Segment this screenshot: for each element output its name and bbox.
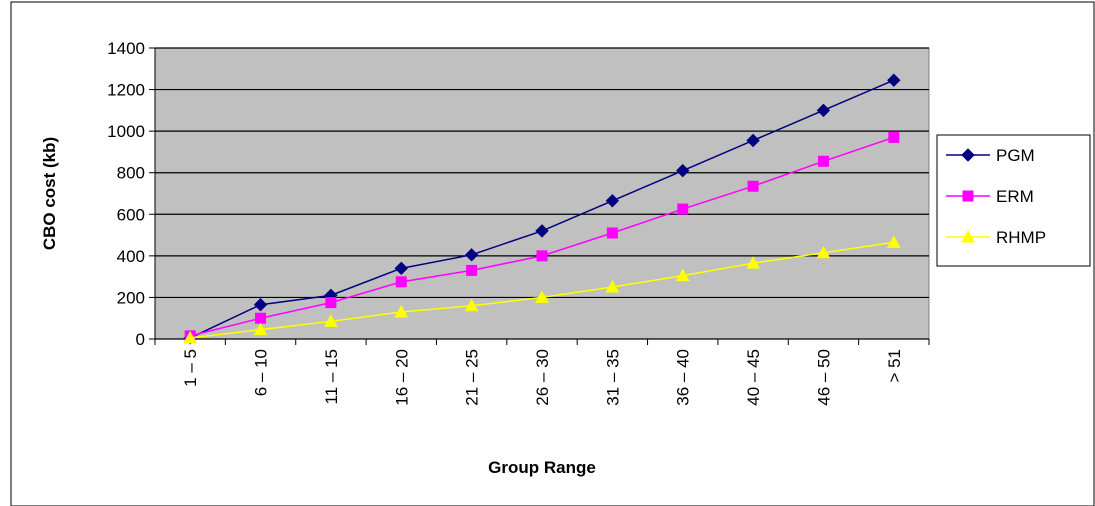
data-point-erm — [255, 312, 267, 324]
data-point-erm — [606, 227, 618, 239]
data-point-rhmp — [816, 245, 831, 259]
series-layer — [183, 73, 901, 345]
data-point-pgm — [535, 224, 549, 238]
x-axis-title: Group Range — [488, 458, 596, 477]
data-point-erm — [817, 155, 829, 167]
data-point-rhmp — [253, 322, 268, 336]
y-tick-label: 1000 — [107, 122, 145, 141]
x-tick-label: 11 – 15 — [322, 349, 341, 404]
x-tick-label: 40 – 45 — [744, 349, 763, 406]
data-point-rhmp — [183, 330, 198, 344]
data-point-erm — [325, 297, 337, 309]
data-point-pgm — [676, 163, 690, 178]
data-point-erm — [536, 250, 548, 262]
data-point-erm — [677, 203, 689, 215]
legend-label: PGM — [996, 146, 1035, 165]
data-point-rhmp — [605, 279, 620, 293]
legend-marker — [962, 190, 974, 202]
y-axis-title: CBO cost (kb) — [40, 137, 59, 250]
data-point-pgm — [464, 248, 479, 262]
y-tick-label: 400 — [117, 247, 145, 266]
data-point-rhmp — [464, 298, 479, 312]
data-point-rhmp — [746, 256, 760, 269]
data-point-erm — [888, 131, 900, 143]
x-tick-label: 21 – 25 — [463, 349, 482, 406]
legend-marker — [961, 148, 975, 162]
y-tick-label: 0 — [136, 330, 145, 349]
data-point-erm — [466, 264, 478, 276]
x-tick-label: 36 – 40 — [674, 349, 693, 406]
y-tick-label: 200 — [117, 288, 145, 307]
x-tick-label: > 51 — [885, 349, 904, 383]
data-point-rhmp — [886, 235, 901, 248]
series-rhmp — [183, 235, 901, 344]
legend-item-erm: ERM — [946, 187, 1034, 206]
axes: 0 200 400 600 800 1000 1200 1400 1 – 5 6 – 10 11 –… — [107, 39, 930, 406]
data-point-pgm — [887, 73, 901, 87]
x-tick-label: 31 – 35 — [603, 349, 622, 406]
data-point-rhmp — [535, 290, 549, 303]
legend-marker — [961, 229, 975, 243]
data-point-pgm — [253, 297, 268, 312]
legend-item-pgm: PGM — [946, 146, 1035, 165]
data-point-rhmp — [324, 314, 338, 327]
legend-label: RHMP — [996, 228, 1046, 247]
y-tick-label: 1200 — [107, 81, 145, 100]
x-tick-label: 46 – 50 — [814, 349, 833, 406]
data-point-rhmp — [675, 268, 690, 282]
data-point-pgm — [605, 194, 620, 208]
x-tick-label: 1 – 5 — [181, 349, 200, 387]
data-point-erm — [395, 276, 407, 288]
data-point-rhmp — [394, 304, 409, 318]
legend-label: ERM — [996, 187, 1034, 206]
x-tick-label: 26 – 30 — [533, 349, 552, 406]
series-erm — [184, 131, 900, 342]
data-point-pgm — [394, 261, 408, 276]
legend-item-rhmp: RHMP — [946, 228, 1046, 247]
data-point-pgm — [746, 133, 760, 148]
y-tick-label: 600 — [117, 205, 145, 224]
y-tick-label: 1400 — [107, 39, 145, 58]
data-point-pgm — [816, 103, 831, 118]
y-tick-label: 800 — [117, 164, 145, 183]
data-point-erm — [747, 180, 759, 192]
x-tick-label: 6 – 10 — [252, 349, 271, 396]
x-tick-label: 16 – 20 — [392, 349, 411, 406]
legend: PGM ERM RHMP — [936, 134, 1091, 267]
